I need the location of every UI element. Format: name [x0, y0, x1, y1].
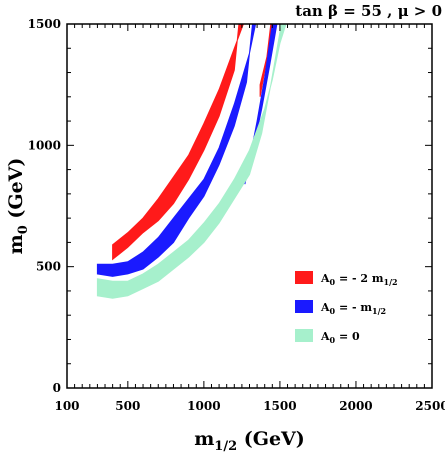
x-axis-label-main: m: [194, 428, 214, 450]
x-tick-label: 2000: [339, 399, 372, 413]
legend-label: A0 = - 2 m1/2: [320, 272, 398, 287]
x-tick-label: 2500: [415, 399, 445, 413]
legend-swatch: [295, 271, 313, 284]
y-tick-label: 1500: [28, 17, 61, 31]
x-axis-label: m1/2 (GeV): [194, 428, 305, 454]
parameter-regions: [96, 23, 287, 299]
chart-title: tan β = 55 , μ > 0: [295, 2, 442, 20]
tick-labels: 100 500 1000 1500 2000 2500 0 500 1000 1500: [28, 17, 445, 413]
legend: A0 = - 2 m1/2 A0 = - m1/2 A0 = 0: [295, 271, 398, 345]
plot-frame: [66, 23, 433, 389]
y-tick-label: 0: [53, 381, 61, 395]
y-axis-label-unit: (GeV): [5, 158, 27, 226]
x-tick-label: 500: [115, 399, 140, 413]
legend-swatch: [295, 329, 313, 342]
x-tick-label: 100: [54, 399, 79, 413]
y-tick-label: 1000: [28, 138, 61, 152]
y-tick-label: 500: [36, 260, 61, 274]
x-axis-label-sub: 1/2: [214, 439, 237, 454]
legend-swatch: [295, 300, 313, 313]
x-axis-label-unit: (GeV): [237, 428, 305, 450]
x-tick-label: 1500: [263, 399, 296, 413]
axis-ticks: [66, 23, 433, 389]
y-axis-label: m0 (GeV): [5, 158, 31, 255]
legend-label: A0 = 0: [320, 330, 360, 345]
legend-label: A0 = - m1/2: [320, 301, 386, 316]
x-tick-label: 1000: [187, 399, 220, 413]
y-axis-label-main: m: [5, 234, 27, 254]
y-axis-label-sub: 0: [16, 225, 31, 234]
